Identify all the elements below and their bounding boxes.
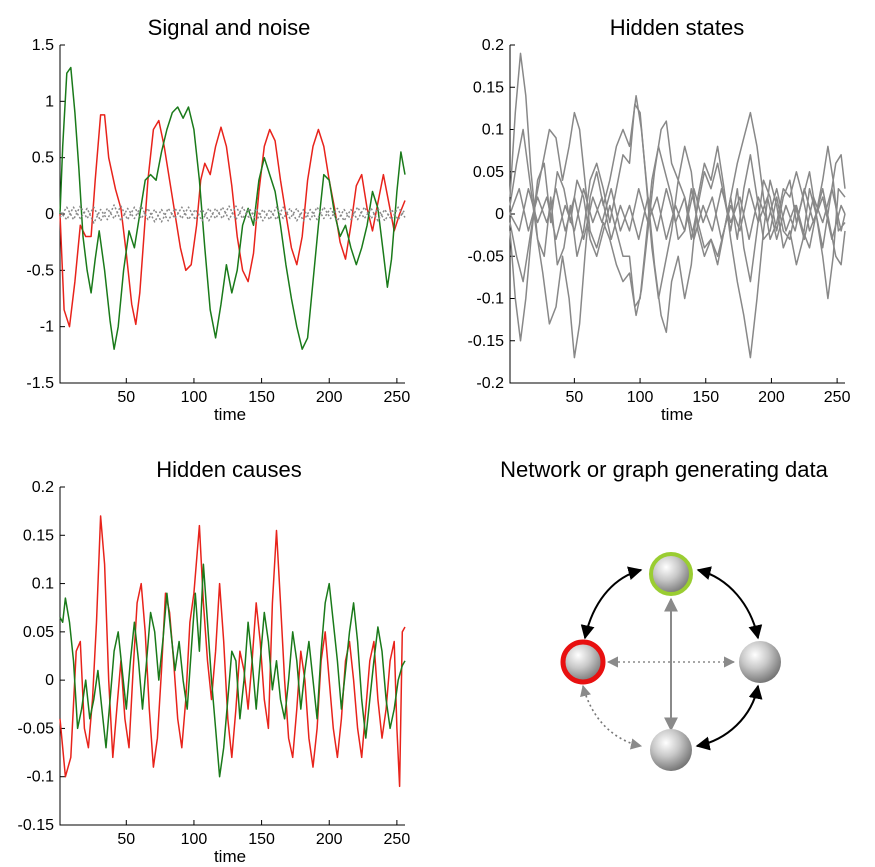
panel-title: Signal and noise bbox=[148, 15, 311, 40]
y-tick-label: -0.2 bbox=[476, 375, 504, 392]
y-tick-label: 0 bbox=[45, 672, 54, 689]
y-tick-label: 0.2 bbox=[482, 37, 504, 54]
series-line-1 bbox=[59, 66, 406, 350]
y-tick-label: 0.1 bbox=[482, 122, 504, 139]
x-tick-label: 250 bbox=[384, 389, 411, 406]
y-tick-label: 1.5 bbox=[32, 37, 54, 54]
node-bottom bbox=[650, 729, 692, 771]
series-line-3 bbox=[59, 205, 406, 223]
y-tick-label: -0.1 bbox=[26, 769, 54, 786]
y-tick-label: -0.05 bbox=[468, 248, 505, 265]
node-top bbox=[649, 552, 693, 596]
plot-area: -0.2 -0.15 -0.1 -0.05 0 0.05 0.1 0.15 0.2 50 100 15… bbox=[468, 37, 851, 406]
y-tick-label: -0.15 bbox=[18, 817, 55, 834]
x-tick-label: 100 bbox=[181, 831, 208, 848]
x-tick-label: 50 bbox=[117, 389, 135, 406]
edge-left-bottom bbox=[580, 684, 643, 750]
y-tick-label: 0.05 bbox=[473, 164, 504, 181]
y-tick-label: -0.15 bbox=[468, 333, 505, 350]
y-tick-label: 0.15 bbox=[23, 527, 54, 544]
x-tick-label: 200 bbox=[316, 831, 343, 848]
y-tick-label: -0.1 bbox=[476, 291, 504, 308]
series-line-5 bbox=[509, 187, 846, 241]
y-tick-label: 0 bbox=[495, 206, 504, 223]
y-tick-label: 0.5 bbox=[32, 150, 54, 167]
y-tick-label: 0.1 bbox=[32, 576, 54, 593]
x-tick-label: 150 bbox=[692, 389, 719, 406]
y-tick-label: -0.05 bbox=[18, 720, 55, 737]
series-line-1 bbox=[59, 563, 406, 778]
edge-right-bottom bbox=[695, 684, 763, 751]
x-tick-label: 200 bbox=[316, 389, 343, 406]
edge-top-left bbox=[580, 566, 643, 640]
y-tick-label: 1 bbox=[45, 93, 54, 110]
plot-area: -1.5 -1 -0.5 0 0.5 1 1.5 50 100 150 200 250 bbox=[26, 37, 410, 406]
series-line-0 bbox=[59, 114, 406, 328]
x-axis-label: time bbox=[214, 847, 246, 866]
panel-title: Hidden causes bbox=[156, 457, 302, 482]
panel-hidden-causes: Hidden causes -0.15 -0.1 -0.05 0 0.05 0.1 0.15… bbox=[18, 457, 411, 866]
y-tick-label: 0.15 bbox=[473, 79, 504, 96]
x-tick-label: 250 bbox=[824, 389, 851, 406]
x-tick-label: 100 bbox=[627, 389, 654, 406]
x-tick-label: 50 bbox=[565, 389, 583, 406]
y-tick-label: 0 bbox=[45, 206, 54, 223]
panel-title: Hidden states bbox=[610, 15, 745, 40]
panel-hidden-states: Hidden states -0.2 -0.15 -0.1 -0.05 0 0.05 0.1… bbox=[468, 15, 851, 424]
axes bbox=[59, 487, 405, 826]
x-axis-label: time bbox=[214, 405, 246, 424]
x-tick-label: 100 bbox=[181, 389, 208, 406]
y-tick-label: -1 bbox=[40, 319, 54, 336]
x-tick-label: 50 bbox=[117, 831, 135, 848]
panel-network: Network or graph generating data bbox=[500, 457, 829, 771]
y-tick-label: -0.5 bbox=[26, 262, 54, 279]
x-tick-label: 150 bbox=[248, 389, 275, 406]
y-tick-label: -1.5 bbox=[26, 375, 54, 392]
edge-top-right bbox=[696, 566, 763, 640]
node-right bbox=[739, 641, 781, 683]
plot-area: -0.15 -0.1 -0.05 0 0.05 0.1 0.15 0.2 50 100 150 200… bbox=[18, 479, 411, 848]
series-line-2 bbox=[509, 94, 846, 359]
x-tick-label: 250 bbox=[384, 831, 411, 848]
series-line-4 bbox=[509, 187, 846, 241]
node-left bbox=[560, 639, 606, 685]
panel-signal-noise: Signal and noise -1.5 -1 -0.5 0 0.5 1 1.5 50 100… bbox=[26, 15, 410, 424]
y-tick-label: 0.05 bbox=[23, 624, 54, 641]
y-tick-label: 0.2 bbox=[32, 479, 54, 496]
x-tick-label: 200 bbox=[758, 389, 785, 406]
panel-title: Network or graph generating data bbox=[500, 457, 829, 482]
x-tick-label: 150 bbox=[248, 831, 275, 848]
x-axis-label: time bbox=[661, 405, 693, 424]
series-line-3 bbox=[509, 111, 846, 317]
